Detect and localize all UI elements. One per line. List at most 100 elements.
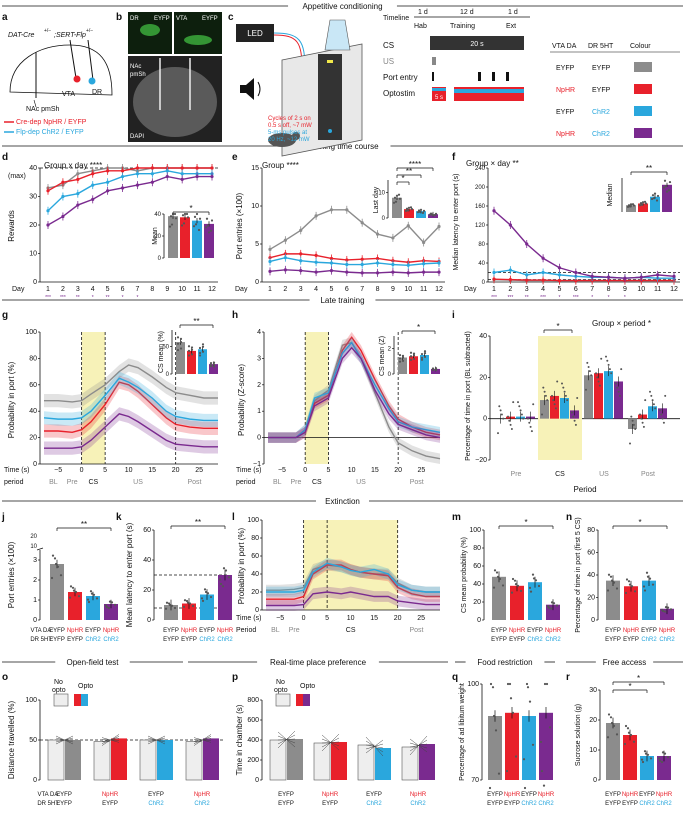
data-dot <box>431 367 435 370</box>
row-cs: CS <box>383 41 394 50</box>
period-Post: Post <box>409 627 423 634</box>
data-dot <box>170 604 174 607</box>
data-dot <box>545 682 549 686</box>
data-point <box>91 197 95 201</box>
opto-duration: 5 s <box>435 95 443 101</box>
legend-swatch-opto <box>81 694 88 706</box>
x-axis-label: Day <box>235 286 248 293</box>
section-title-rtpp: Real-time place preference <box>270 658 367 667</box>
bar-CS-0 <box>540 400 549 419</box>
y-tick-label: 60 <box>143 527 151 534</box>
data-dot <box>201 345 205 348</box>
data-point <box>590 274 594 278</box>
data-dot <box>412 354 416 357</box>
legend-swatch-opto <box>296 694 303 706</box>
table-head-dr: DR 5HT <box>588 43 614 50</box>
bar-0 <box>398 357 407 374</box>
sig-stars-2: * <box>637 674 640 683</box>
group-vta-0: EYFP <box>491 628 507 634</box>
phase-ext: Ext <box>506 23 516 30</box>
data-point <box>210 174 214 179</box>
dr-label: DR <box>92 89 102 96</box>
data-dot <box>69 585 73 588</box>
img-label-dr: DR <box>130 16 139 22</box>
data-dot <box>197 228 201 232</box>
group-vta-3: NpHR <box>538 792 555 798</box>
speaker-icon <box>240 78 254 100</box>
data-dot <box>644 399 647 402</box>
data-dot <box>170 223 174 226</box>
data-point <box>165 174 169 179</box>
data-point <box>574 278 578 283</box>
data-point <box>391 262 395 267</box>
period-US: US <box>356 479 366 486</box>
y-tick-label: 4 <box>257 329 261 336</box>
group-dr-3: ChR2 <box>538 801 554 807</box>
x-tick-label: 25 <box>417 615 425 622</box>
y-tick-label: 3 <box>33 557 37 564</box>
data-dot <box>564 394 567 397</box>
data-dot <box>173 606 177 610</box>
data-dot <box>595 372 597 375</box>
x-tick-label: 8 <box>607 286 611 293</box>
y-tick-label: 20 <box>473 599 481 606</box>
period-US: US <box>133 479 143 486</box>
x-tick-label: 7 <box>360 286 364 293</box>
y-tick-label: 0 <box>593 777 597 784</box>
img-label-vta: VTA <box>176 16 187 22</box>
day-training: 12 d <box>460 9 474 16</box>
period-BL: BL <box>49 479 58 486</box>
data-dot <box>198 354 202 357</box>
data-dot <box>549 607 553 610</box>
day-stars: * <box>558 295 560 301</box>
x-tick-label: 6 <box>574 286 578 293</box>
data-dot <box>663 179 667 182</box>
data-dot <box>179 347 183 350</box>
data-dot <box>523 786 527 790</box>
data-dot <box>212 363 216 366</box>
y-tick-label: 100 <box>467 681 479 688</box>
group-dr-1: EYFP <box>67 637 83 643</box>
data-dot <box>627 204 631 207</box>
y-tick-label: 10 <box>378 191 385 197</box>
group-vta-0: EYFP <box>487 792 503 798</box>
vta-signal <box>184 35 212 45</box>
data-dot <box>550 601 554 604</box>
bar-2 <box>420 355 429 374</box>
day-stars: *** <box>45 295 51 301</box>
img-label-eyfp: EYFP <box>154 16 170 22</box>
data-dot <box>510 428 513 430</box>
bar-0 <box>50 564 64 620</box>
data-point <box>106 169 110 173</box>
bar-US-2 <box>604 371 613 419</box>
data-dot <box>397 193 401 196</box>
data-dot <box>522 417 525 420</box>
legend-no: No <box>54 679 63 686</box>
data-dot <box>663 610 667 613</box>
x-tick-label: 0 <box>302 615 306 622</box>
group-vta-3: NpHR <box>545 628 562 634</box>
data-dot <box>629 442 631 445</box>
pointer <box>33 99 37 108</box>
data-dot <box>638 204 642 207</box>
inset-stars-1: **** <box>409 160 421 169</box>
data-dot <box>417 209 421 212</box>
data-dot <box>511 711 515 714</box>
x-tick-label: 7 <box>590 286 594 293</box>
data-dot <box>555 604 559 607</box>
table-vta-2: EYFP <box>556 109 575 116</box>
data-dot <box>629 733 633 737</box>
data-point <box>268 247 272 251</box>
data-dot <box>182 222 186 225</box>
data-point <box>46 223 50 227</box>
x-tick-label: 20 <box>394 467 402 474</box>
data-dot <box>185 212 189 216</box>
data-dot <box>652 403 655 406</box>
data-dot <box>209 362 213 365</box>
data-dot <box>201 599 205 602</box>
data-dot <box>531 743 535 746</box>
data-dot <box>653 192 657 195</box>
bar-opto-0 <box>65 740 81 780</box>
data-dot <box>496 575 500 578</box>
data-point <box>525 278 529 282</box>
